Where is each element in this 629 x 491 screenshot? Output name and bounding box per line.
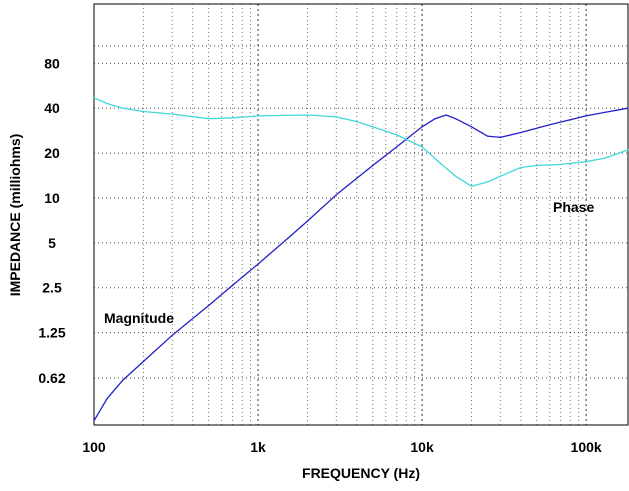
magnitude-data-point bbox=[396, 146, 398, 148]
magnitude-data-point bbox=[520, 131, 522, 134]
series-layer bbox=[93, 97, 629, 422]
y-tick-label: 80 bbox=[44, 55, 60, 71]
y-tick-label: 10 bbox=[44, 190, 60, 206]
phase-data-point bbox=[257, 115, 259, 117]
magnitude-data-point bbox=[208, 304, 210, 307]
magnitude-data-point bbox=[569, 119, 571, 121]
phase-data-point bbox=[455, 175, 457, 177]
phase-data-point bbox=[335, 116, 337, 118]
x-tick-labels: 100 1k 10k 100k bbox=[82, 439, 602, 455]
phase-data-point bbox=[560, 163, 562, 165]
phase-data-point bbox=[604, 157, 606, 159]
phase-data-point bbox=[106, 102, 108, 105]
phase-data-point bbox=[122, 107, 124, 109]
magnitude-data-point bbox=[232, 284, 234, 286]
plot-frame bbox=[93, 3, 629, 426]
magnitude-data-point bbox=[106, 398, 108, 400]
magnitude-data-point bbox=[335, 194, 337, 196]
magnitude-data-point bbox=[499, 136, 501, 138]
y-tick-label: 2.5 bbox=[42, 280, 62, 296]
phase-data-point bbox=[536, 164, 538, 167]
magnitude-data-point bbox=[604, 111, 606, 113]
magnitude-data-point bbox=[257, 263, 259, 265]
y-tick-label: 20 bbox=[44, 145, 60, 161]
phase-data-point bbox=[372, 126, 374, 128]
x-axis-label: FREQUENCY (Hz) bbox=[302, 465, 420, 481]
x-tick-label: 100 bbox=[82, 439, 106, 455]
phase-annotation: Phase bbox=[553, 199, 594, 215]
phase-data-point bbox=[470, 185, 473, 187]
magnitude-data-point bbox=[372, 164, 374, 167]
magnitude-data-point bbox=[470, 126, 473, 128]
phase-data-point bbox=[520, 166, 522, 169]
magnitude-annotation: Magnitude bbox=[104, 310, 174, 326]
phase-data-point bbox=[306, 114, 308, 116]
magnitude-data-point bbox=[549, 124, 551, 126]
phase-data-point bbox=[142, 110, 144, 113]
x-tick-label: 1k bbox=[250, 439, 266, 455]
magnitude-data-point bbox=[455, 118, 457, 120]
magnitude-data-point bbox=[142, 360, 144, 363]
grid bbox=[94, 4, 628, 425]
y-tick-label: 40 bbox=[44, 100, 60, 116]
phase-data-point bbox=[499, 175, 501, 177]
phase-data-point bbox=[440, 163, 442, 165]
magnitude-data-point bbox=[585, 115, 587, 117]
x-tick-label: 100k bbox=[571, 439, 602, 455]
magnitude-data-point bbox=[171, 334, 173, 336]
magnitude-data-point bbox=[627, 107, 629, 109]
phase-data-point bbox=[486, 181, 488, 183]
phase-data-point bbox=[208, 118, 210, 120]
phase-data-point bbox=[93, 97, 95, 99]
magnitude-data-point bbox=[122, 379, 124, 381]
y-axis-label: IMPEDANCE (milliohms) bbox=[7, 134, 23, 297]
y-tick-label: 5 bbox=[48, 235, 56, 251]
phase-data-point bbox=[232, 117, 234, 119]
magnitude-data-point bbox=[486, 135, 488, 137]
magnitude-data-point bbox=[286, 238, 288, 240]
magnitude-data-point bbox=[93, 420, 95, 422]
y-tick-labels: 80 40 20 10 5 2.5 1.25 0.62 bbox=[38, 55, 65, 386]
phase-data-point bbox=[396, 134, 398, 136]
phase-data-point bbox=[627, 149, 629, 151]
magnitude-data-point bbox=[421, 126, 423, 128]
y-tick-label: 1.25 bbox=[38, 325, 65, 341]
x-tick-label: 10k bbox=[410, 439, 434, 455]
phase-data-point bbox=[421, 146, 423, 148]
magnitude-data-point bbox=[306, 220, 308, 222]
magnitude-data-point bbox=[434, 118, 436, 120]
magnitude-data-point bbox=[445, 114, 447, 116]
y-tick-label: 0.62 bbox=[38, 370, 65, 386]
phase-data-point bbox=[585, 161, 587, 163]
phase-data-point bbox=[356, 121, 358, 123]
phase-data-point bbox=[171, 113, 173, 115]
magnitude-series-line bbox=[93, 107, 629, 422]
